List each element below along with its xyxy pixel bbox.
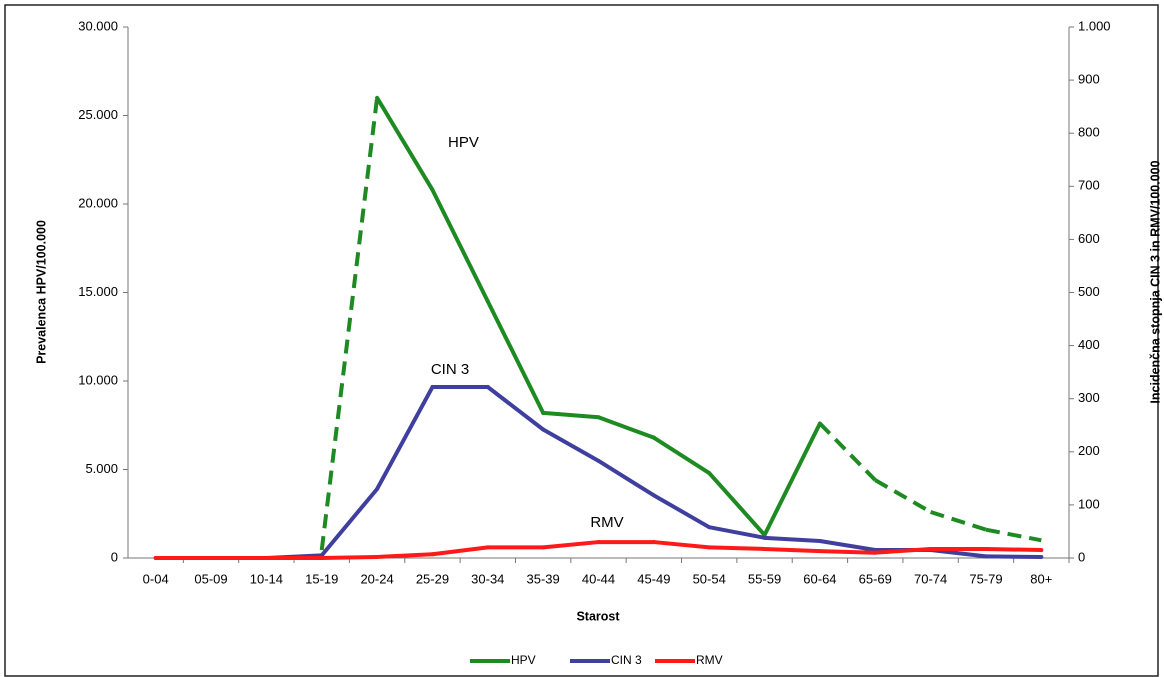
series-segment xyxy=(762,535,822,544)
series-segment xyxy=(928,548,988,559)
x-tick-label: 75-79 xyxy=(969,571,1002,586)
series-segment xyxy=(596,415,656,440)
x-tick-label: 35-39 xyxy=(527,571,560,586)
series-segment xyxy=(485,385,546,432)
x-tick-label: 15-19 xyxy=(305,571,338,586)
y2-tick-label: 0 xyxy=(1078,549,1085,564)
y2-tick-label: 200 xyxy=(1078,443,1100,458)
series-segment xyxy=(485,299,546,415)
y2-tick-label: 900 xyxy=(1078,72,1100,87)
x-tick-label: 40-44 xyxy=(582,571,615,586)
annotation: CIN 3 xyxy=(431,361,469,378)
x-tick-label: 25-29 xyxy=(416,571,449,586)
series-segment xyxy=(762,421,822,537)
frame xyxy=(4,4,1159,677)
series-segment xyxy=(817,549,878,555)
y2-tick-label: 700 xyxy=(1078,178,1100,193)
x-tick-label: 45-49 xyxy=(637,571,670,586)
y-tick-label: 5.000 xyxy=(85,461,118,476)
series-segment xyxy=(651,540,712,550)
series-segment xyxy=(818,422,877,482)
series-segment xyxy=(651,493,712,530)
series-segment xyxy=(319,554,380,560)
x-tick-label: 0-04 xyxy=(143,571,169,586)
x-tick-label: 30-34 xyxy=(471,571,504,586)
y-axis-title: Prevalenca HPV/100.000 xyxy=(34,220,48,364)
series-segment xyxy=(817,539,878,553)
x-tick-label: 20-24 xyxy=(360,571,393,586)
legend-label: HPV xyxy=(511,653,536,667)
x-tick-label: 65-69 xyxy=(859,571,892,586)
series-segment xyxy=(375,552,435,559)
series-segment xyxy=(319,486,380,558)
series-segment xyxy=(541,410,601,420)
series-segment xyxy=(985,527,1042,543)
series-segment xyxy=(707,471,767,537)
series-segment xyxy=(707,545,767,551)
series-segment xyxy=(874,478,932,514)
x-tick-label: 55-59 xyxy=(748,571,781,586)
series-segment xyxy=(541,540,601,550)
series-segment xyxy=(983,546,1044,553)
annotation: HPV xyxy=(448,134,479,151)
y2-tick-label: 100 xyxy=(1078,496,1100,511)
y2-tick-label: 1.000 xyxy=(1078,18,1111,33)
annotation: RMV xyxy=(590,514,623,531)
series-segment xyxy=(651,435,712,476)
series-segment xyxy=(319,97,380,551)
x-tick-label: 10-14 xyxy=(250,571,283,586)
series-segment xyxy=(375,95,435,192)
x-axis-title: Starost xyxy=(576,609,620,623)
series-segment xyxy=(873,546,933,555)
y-tick-label: 15.000 xyxy=(78,284,118,299)
y2-axis-title: Incidenčna stopnja CIN 3 in RMV/100.000 xyxy=(1148,160,1162,403)
y-tick-label: 20.000 xyxy=(78,195,118,210)
series-segment xyxy=(375,385,435,491)
y2-tick-label: 800 xyxy=(1078,125,1100,140)
series-segment xyxy=(541,427,601,463)
y2-tick-label: 300 xyxy=(1078,390,1100,405)
series-segment xyxy=(707,525,767,540)
y2-tick-label: 400 xyxy=(1078,337,1100,352)
y-tick-label: 30.000 xyxy=(78,18,118,33)
x-tick-label: 80+ xyxy=(1030,571,1052,586)
series-segment xyxy=(430,545,490,557)
legend-label: RMV xyxy=(696,653,723,667)
y-tick-label: 10.000 xyxy=(78,372,118,387)
series-segment xyxy=(762,546,822,554)
x-tick-label: 60-64 xyxy=(803,571,836,586)
y2-tick-label: 600 xyxy=(1078,231,1100,246)
series-segment xyxy=(596,458,656,498)
legend-label: CIN 3 xyxy=(611,653,642,667)
series-segment xyxy=(930,510,987,532)
x-tick-label: 50-54 xyxy=(693,571,726,586)
y-tick-label: 0 xyxy=(111,549,118,564)
y-tick-label: 25.000 xyxy=(78,107,118,122)
x-tick-label: 70-74 xyxy=(914,571,947,586)
series-segment xyxy=(983,554,1044,559)
series-segment xyxy=(430,187,490,304)
y2-tick-label: 500 xyxy=(1078,284,1100,299)
x-tick-label: 05-09 xyxy=(194,571,227,586)
